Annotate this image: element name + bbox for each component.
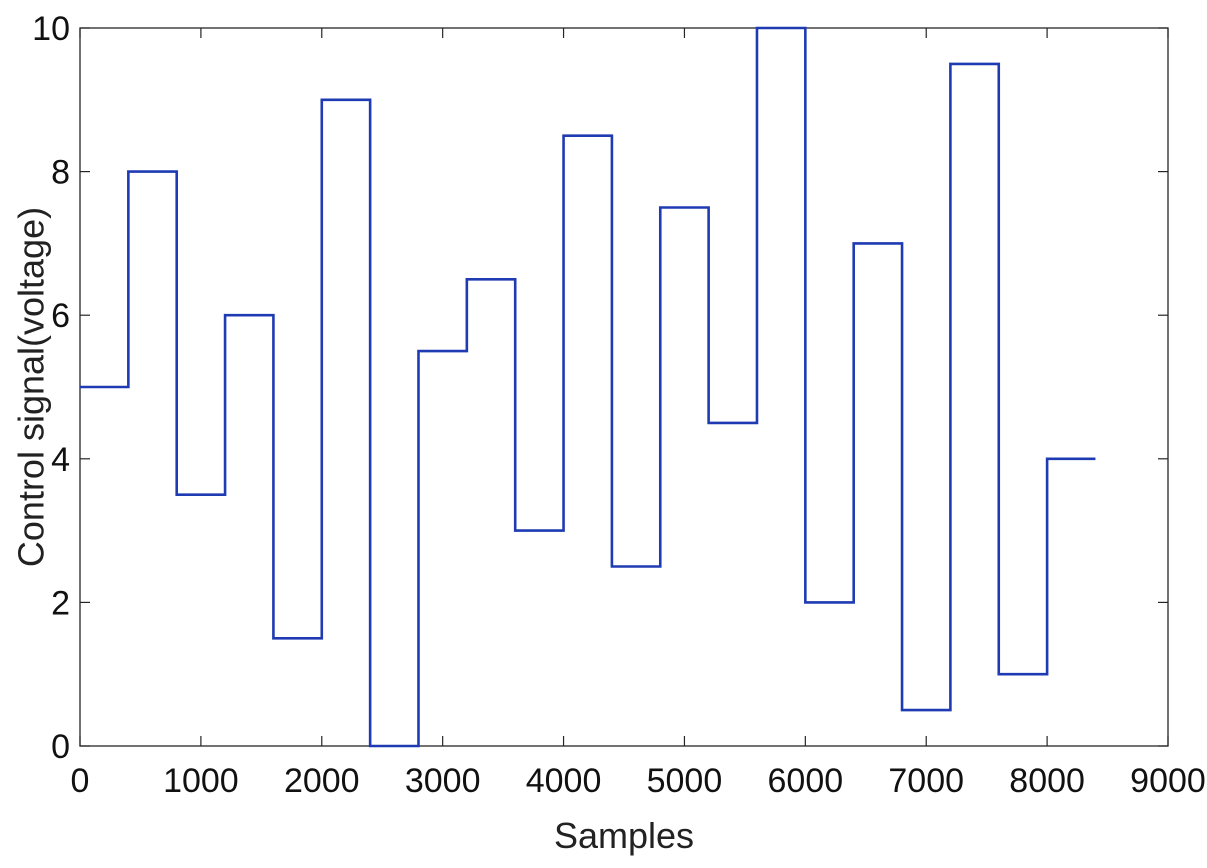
plot-area xyxy=(79,27,1169,747)
series-layer xyxy=(80,26,1096,748)
x-tick-label: 6000 xyxy=(768,762,844,800)
axes-box xyxy=(79,27,1169,747)
y-tick-label: 0 xyxy=(51,728,70,766)
series-line xyxy=(80,26,1096,748)
x-tick-label: 3000 xyxy=(405,762,481,800)
y-tick-label: 6 xyxy=(51,297,70,335)
y-tick-label: 8 xyxy=(51,154,70,192)
x-tick-label: 7000 xyxy=(888,762,964,800)
x-tick-label: 9000 xyxy=(1130,762,1206,800)
y-axis-title: Control signal(voltage) xyxy=(11,207,52,567)
y-tick-label: 4 xyxy=(51,441,70,479)
x-axis-title: Samples xyxy=(554,815,694,856)
x-tick-label: 0 xyxy=(71,762,90,800)
x-tick-label: 4000 xyxy=(526,762,602,800)
x-tick-label: 1000 xyxy=(163,762,239,800)
x-tick-label: 2000 xyxy=(284,762,360,800)
x-tick-label: 8000 xyxy=(1009,762,1085,800)
x-axis: 0 1000 2000 3000 4000 5000 6000 7000 8000 9000 xyxy=(71,28,1206,800)
y-tick-label: 2 xyxy=(51,584,70,622)
y-axis: 0 2 4 6 8 10 xyxy=(32,10,1168,766)
x-tick-label: 5000 xyxy=(647,762,723,800)
y-tick-label: 10 xyxy=(32,10,70,48)
